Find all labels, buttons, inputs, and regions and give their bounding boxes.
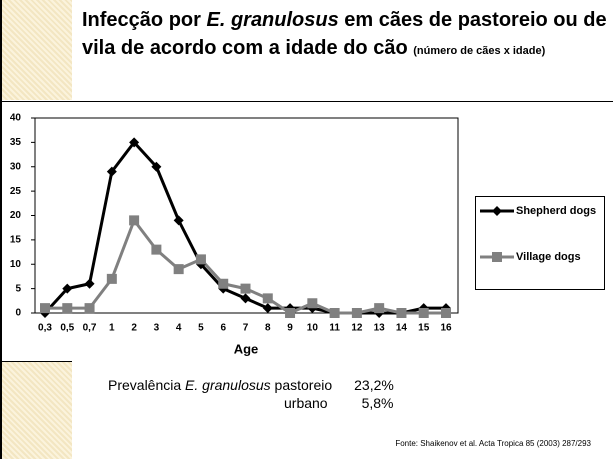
prevalence-label: Prevalência [108, 377, 182, 393]
marker [84, 303, 95, 314]
marker [151, 244, 162, 255]
x-tick-label: 2 [131, 323, 137, 334]
x-tick-label: 15 [418, 323, 430, 334]
y-tick-label: 15 [10, 235, 22, 246]
x-tick-label: 4 [176, 323, 182, 334]
y-tick-label: 5 [15, 283, 21, 294]
chart-title: Infecção por E. granulosus em cães de pa… [82, 6, 610, 65]
y-tick-label: 35 [10, 137, 22, 148]
x-tick-label: 8 [265, 323, 271, 334]
x-tick-label: 11 [329, 323, 340, 334]
legend: Shepherd dogs Village dogs [475, 196, 605, 290]
marker [129, 137, 140, 148]
marker [329, 308, 340, 318]
x-tick-label: 5 [198, 323, 204, 334]
prevalence-group: pastoreio [274, 377, 333, 393]
y-tick-label: 40 [10, 113, 22, 124]
legend-label: Village dogs [516, 251, 581, 263]
marker [492, 206, 502, 216]
marker [418, 308, 429, 318]
x-tick-label: 0,7 [83, 323, 97, 334]
marker [285, 308, 296, 318]
title-text: em cães de pastoreio ou de vila de acord… [82, 9, 607, 59]
y-tick-label: 25 [10, 186, 22, 197]
legend-label: Shepherd dogs [516, 205, 597, 217]
x-tick-label: 6 [220, 323, 226, 334]
marker [262, 293, 273, 304]
border [0, 0, 2, 459]
marker [351, 308, 362, 318]
divider [0, 361, 72, 362]
marker [173, 264, 184, 275]
x-tick-label: 13 [374, 323, 386, 334]
marker [218, 278, 229, 289]
x-axis-label: Age [234, 341, 259, 356]
marker [106, 273, 117, 284]
marker [195, 254, 206, 265]
x-tick-label: 3 [154, 323, 160, 334]
y-tick-label: 10 [10, 259, 22, 270]
marker [106, 166, 117, 177]
source: Fonte: Shaikenov et al. Acta Tropica 85 … [395, 439, 591, 448]
marker [441, 308, 451, 318]
marker [173, 215, 184, 226]
prevalence: Prevalência E. granulosus pastoreio 23,2%… [108, 376, 394, 412]
x-tick-label: 9 [287, 323, 293, 334]
marker [240, 283, 251, 294]
legend-swatch [480, 206, 514, 216]
prevalence-value: 5,8% [361, 395, 394, 411]
x-tick-label: 0,3 [38, 323, 52, 334]
legend-swatch [480, 252, 514, 262]
decoration [0, 0, 72, 100]
subtitle: (número de cães x idade) [413, 45, 546, 57]
prevalence-value: 23,2% [354, 377, 394, 393]
x-tick-label: 1 [109, 323, 115, 334]
marker [129, 215, 140, 226]
marker [396, 308, 407, 318]
marker [62, 303, 73, 314]
marker [40, 303, 50, 314]
marker [240, 293, 251, 304]
plot-frame [34, 117, 459, 314]
divider [0, 101, 613, 102]
y-tick-label: 20 [10, 210, 22, 221]
marker [492, 252, 502, 262]
x-tick-label: 14 [396, 323, 408, 334]
y-tick-label: 30 [10, 161, 22, 172]
marker [151, 161, 162, 172]
marker [374, 303, 385, 314]
marker [307, 298, 318, 309]
x-tick-label: 12 [351, 323, 363, 334]
marker [262, 303, 273, 314]
decoration [0, 362, 72, 459]
x-tick-label: 0,5 [60, 323, 74, 334]
title-text: Infecção por [82, 9, 201, 31]
marker [62, 283, 73, 294]
x-tick-label: 16 [440, 323, 452, 334]
prevalence-species: E. granulosus [185, 377, 271, 393]
prevalence-group: urbano [284, 395, 328, 411]
title-text: E. granulosus [206, 9, 339, 31]
y-tick-label: 0 [15, 308, 21, 319]
marker [84, 278, 95, 289]
x-tick-label: 7 [243, 323, 249, 334]
x-tick-label: 10 [307, 323, 319, 334]
